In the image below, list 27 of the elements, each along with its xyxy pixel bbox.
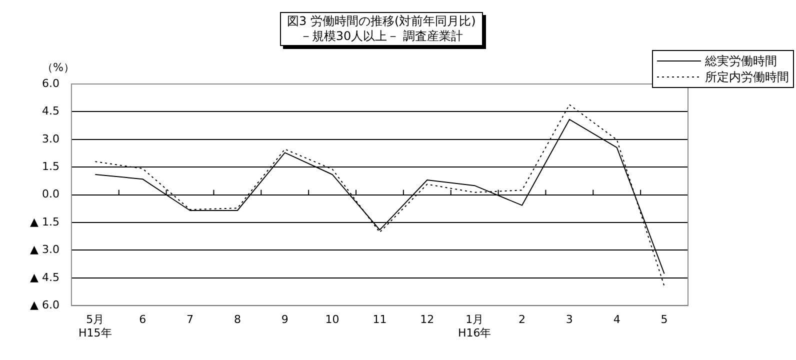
y-axis-title: （%）: [42, 60, 74, 75]
y-tick-label: 4.5: [42, 104, 60, 118]
x-tick-label: 6: [139, 313, 146, 326]
x-tick-label: 8: [234, 313, 241, 326]
y-tick-label: ▲ 6.0: [30, 298, 60, 312]
x-tick-label: 11: [372, 313, 387, 326]
legend-label: 総実労働時間: [705, 53, 777, 69]
x-tick-label: 7: [186, 313, 194, 326]
y-tick-label: ▲ 3.0: [30, 243, 60, 256]
x-tick-label: 9: [281, 313, 288, 326]
x-tick-label: 10: [325, 313, 340, 326]
chart-title: 図3 労働時間の推移(対前年同月比): [287, 14, 476, 29]
x-tick-label: 1月 H16年: [458, 313, 492, 340]
y-tick-label: 6.0: [42, 76, 60, 90]
y-tick-label: 3.0: [42, 132, 60, 146]
chart-subtitle: －規模30人以上－ 調査産業計: [298, 29, 464, 44]
y-tick-label: 0.0: [42, 188, 60, 201]
x-tick-label: 5: [660, 313, 668, 326]
x-tick-label: 3: [566, 313, 573, 326]
y-tick-label: 1.5: [42, 160, 60, 173]
x-tick-label: 5月 H15年: [78, 313, 112, 340]
y-tick-label: ▲ 4.5: [30, 270, 60, 284]
x-tick-label: 4: [613, 313, 620, 326]
legend-label: 所定内労働時間: [705, 69, 789, 85]
x-tick-label: 12: [420, 313, 434, 326]
x-tick-label: 2: [518, 313, 526, 326]
y-tick-label: ▲ 1.5: [30, 215, 60, 228]
